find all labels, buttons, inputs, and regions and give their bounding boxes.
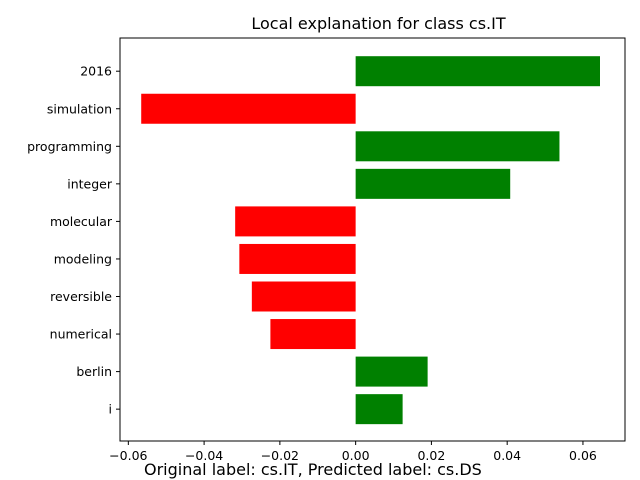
y-tick-label: modeling xyxy=(54,251,112,266)
bar-i xyxy=(355,394,403,425)
bar-simulation xyxy=(141,93,356,124)
bar-programming xyxy=(355,131,560,162)
y-tick-label: numerical xyxy=(50,327,112,342)
bar-reversible xyxy=(251,281,356,312)
x-tick-label: 0.06 xyxy=(569,448,597,463)
bar-2016 xyxy=(355,56,600,87)
bar-numerical xyxy=(270,319,356,350)
chart-title: Local explanation for class cs.IT xyxy=(251,14,506,33)
bar-modeling xyxy=(239,243,356,274)
y-tick-label: 2016 xyxy=(80,64,112,79)
x-tick-label: 0.02 xyxy=(417,448,445,463)
plot-frame xyxy=(119,37,626,442)
y-tick-label: i xyxy=(109,402,112,417)
y-tick-label: molecular xyxy=(50,214,113,229)
bars-group xyxy=(141,56,600,425)
x-ticks: −0.06 −0.04 −0.02 0.00 0.02 0.04 0.06 xyxy=(109,441,597,463)
y-tick-labels: 2016 simulation programming integer molecula… xyxy=(27,64,120,417)
bar-berlin xyxy=(355,356,428,387)
bar-integer xyxy=(355,168,511,199)
y-tick-label: simulation xyxy=(47,101,112,116)
x-tick-label: 0.00 xyxy=(342,448,370,463)
y-tick-label: reversible xyxy=(50,289,112,304)
x-tick-label: −0.06 xyxy=(109,448,147,463)
x-tick-label: 0.04 xyxy=(493,448,521,463)
bar-molecular xyxy=(235,206,356,237)
y-tick-label: programming xyxy=(27,139,112,154)
y-tick-label: berlin xyxy=(76,364,112,379)
x-tick-label: −0.04 xyxy=(185,448,223,463)
y-tick-label: integer xyxy=(67,176,113,191)
x-tick-label: −0.02 xyxy=(261,448,299,463)
label-caption: Original label: cs.IT, Predicted label: … xyxy=(144,460,482,479)
